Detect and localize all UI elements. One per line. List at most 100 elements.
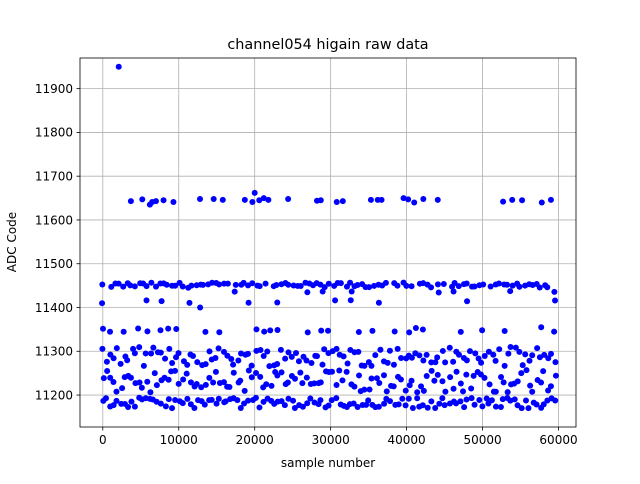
data-point	[107, 328, 114, 335]
data-point	[479, 403, 486, 410]
data-point	[237, 377, 244, 384]
data-point	[373, 375, 380, 382]
data-point	[420, 195, 427, 202]
data-point	[381, 400, 388, 407]
data-point	[463, 396, 470, 403]
data-point	[552, 397, 559, 404]
data-point	[463, 280, 470, 287]
data-point	[376, 380, 383, 386]
data-point	[538, 199, 545, 206]
data-point	[224, 280, 231, 287]
data-point	[274, 372, 281, 379]
data-point	[152, 198, 159, 205]
data-point	[311, 380, 318, 387]
data-point	[256, 197, 263, 204]
data-point	[230, 369, 237, 376]
data-point	[375, 299, 382, 306]
data-point	[455, 351, 462, 358]
data-point	[142, 350, 149, 357]
data-point	[365, 397, 372, 404]
data-point	[241, 387, 248, 394]
data-point	[245, 397, 252, 404]
data-point	[115, 63, 122, 70]
data-point	[485, 348, 492, 355]
data-point	[266, 363, 273, 370]
data-point	[435, 289, 442, 296]
data-point	[411, 199, 418, 206]
data-point	[348, 288, 355, 295]
data-point	[545, 387, 552, 394]
data-point	[148, 350, 155, 357]
data-point	[158, 298, 165, 305]
data-point	[447, 374, 454, 381]
data-point	[157, 400, 164, 407]
data-point	[382, 279, 389, 286]
data-point	[165, 396, 172, 403]
data-point	[143, 283, 150, 290]
data-point	[179, 283, 186, 290]
data-point	[139, 196, 146, 203]
data-point	[552, 297, 559, 304]
data-point	[408, 377, 415, 384]
data-point	[251, 189, 258, 196]
data-point	[479, 327, 486, 334]
data-point	[481, 374, 488, 381]
data-point	[536, 284, 543, 291]
data-point	[325, 402, 332, 409]
data-point	[120, 328, 127, 335]
data-point	[244, 350, 251, 357]
data-point	[347, 297, 354, 304]
data-point	[367, 196, 374, 203]
data-point	[303, 374, 310, 381]
data-point	[492, 357, 499, 364]
data-point	[160, 197, 167, 204]
data-point	[285, 195, 292, 202]
data-point	[436, 400, 443, 407]
data-point	[184, 361, 191, 368]
data-point	[317, 197, 324, 204]
data-point	[347, 279, 354, 286]
data-point	[481, 352, 488, 359]
data-point	[278, 369, 285, 376]
data-point	[480, 281, 487, 288]
data-point	[340, 353, 347, 360]
data-point	[423, 351, 430, 358]
data-point	[375, 403, 382, 410]
data-point	[418, 383, 425, 390]
data-point	[434, 354, 441, 361]
y-tick-label: 11700	[35, 169, 73, 183]
data-point	[492, 403, 499, 410]
data-point	[303, 357, 310, 364]
data-point	[256, 404, 263, 411]
data-point	[268, 382, 275, 389]
data-point	[163, 281, 170, 288]
data-point	[523, 367, 530, 374]
data-point	[533, 401, 540, 408]
data-point	[140, 362, 147, 369]
data-point	[378, 196, 385, 203]
data-point	[534, 345, 541, 352]
data-point	[135, 325, 142, 332]
data-point	[197, 195, 204, 202]
data-point	[206, 374, 213, 381]
data-point	[175, 380, 182, 387]
data-point	[321, 346, 328, 353]
data-point	[509, 196, 516, 203]
data-point	[505, 350, 512, 357]
data-point	[231, 288, 238, 295]
data-point	[274, 299, 281, 306]
data-point	[234, 397, 241, 404]
data-point	[295, 358, 302, 365]
data-point	[442, 359, 449, 366]
data-point	[397, 376, 404, 383]
data-point	[318, 327, 325, 334]
data-point	[511, 396, 518, 403]
data-point	[230, 361, 237, 368]
data-point	[408, 283, 415, 290]
data-point	[333, 345, 340, 352]
data-point	[468, 385, 475, 392]
data-point	[265, 196, 272, 203]
data-point	[199, 281, 206, 288]
data-point	[277, 346, 284, 353]
data-point	[548, 350, 554, 357]
